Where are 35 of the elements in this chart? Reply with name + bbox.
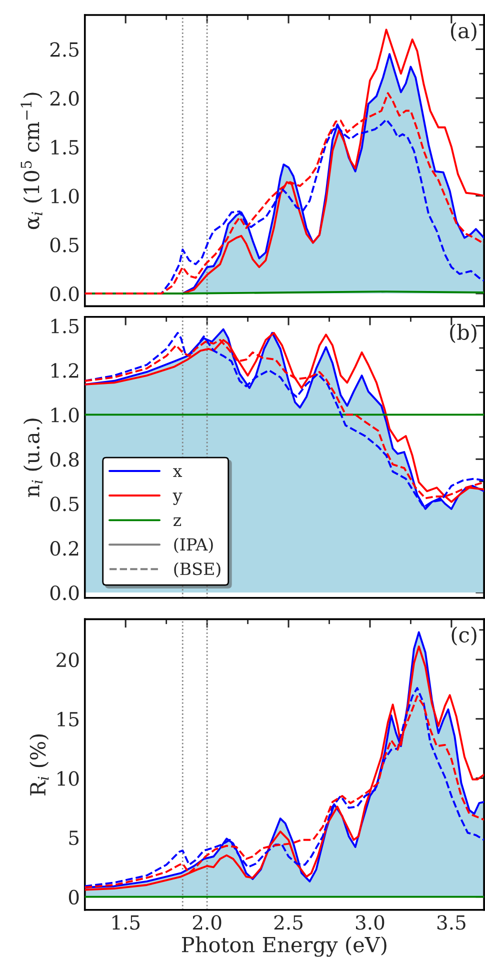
x-tick-label: 3.5 [437, 915, 466, 930]
x-axis-title: Photon Energy (eV) [182, 936, 386, 957]
y-axis-title: n$_{i}$ (u.a.) [23, 418, 42, 498]
annotation: (a) [451, 22, 476, 42]
y-tick-label: 1.5 [51, 318, 79, 334]
y-tick-label: 1.0 [51, 188, 79, 204]
y-tick-label: 1.2 [51, 363, 78, 378]
y-tick-label: 2.5 [50, 42, 79, 57]
y-tick-label: 0.8 [50, 452, 79, 467]
y-tick-label: 5 [69, 830, 79, 846]
y-tick-label: 0.2 [50, 541, 78, 556]
y-tick-label: 1.0 [51, 408, 79, 422]
y-tick-label: 0.5 [50, 496, 79, 512]
legend-label: z [174, 517, 182, 526]
y-tick-label: 1.5 [51, 140, 79, 155]
y-tick-label: 0.5 [50, 238, 79, 252]
legend-label: x [173, 468, 182, 477]
annotation: (b) [450, 324, 476, 343]
x-tick-label: 1.5 [112, 915, 140, 930]
x-tick-label: 2.0 [192, 915, 222, 930]
annotation: (IPA) [174, 538, 213, 554]
annotation: (c) [452, 626, 476, 646]
y-axis-title: R$_{i}$ (%) [30, 734, 49, 796]
annotation: (BSE) [174, 562, 220, 578]
x-tick-label: 3.0 [356, 915, 384, 930]
legend-label: y [172, 492, 182, 506]
y-tick-label: 2.0 [50, 91, 79, 106]
y-tick-label: 0 [68, 890, 79, 905]
x-tick-label: 2.5 [274, 915, 302, 930]
y-tick-label: 10 [58, 771, 79, 786]
y-tick-label: 15 [58, 712, 79, 727]
y-tick-label: 20 [56, 652, 79, 668]
y-tick-label: 0.0 [50, 286, 79, 302]
y-tick-label: 0.0 [50, 585, 79, 600]
y-axis-title: α$_{i}$ (10$^{5}$ cm$^{−1}$) [20, 92, 42, 230]
